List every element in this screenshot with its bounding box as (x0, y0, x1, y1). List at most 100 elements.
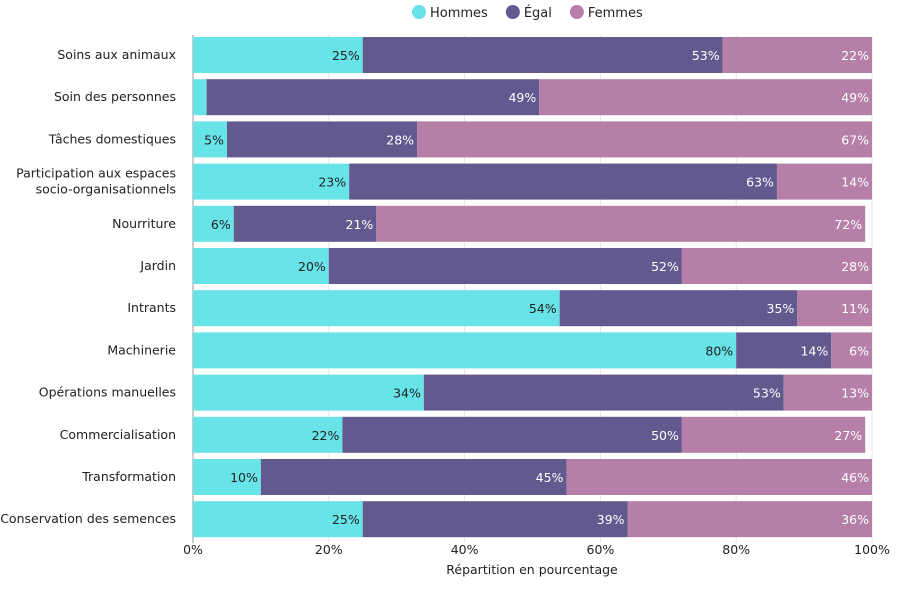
x-tick-label: 60% (587, 542, 615, 557)
bar-segment-égal (559, 290, 798, 327)
data-label: 72% (834, 217, 862, 232)
category-label: Soin des personnes (54, 89, 176, 104)
legend-entry: Égal (524, 5, 552, 21)
bar-segment-hommes (193, 501, 363, 538)
data-label: 39% (597, 512, 625, 527)
data-label: 27% (834, 428, 862, 443)
bar-segment-hommes (193, 37, 363, 73)
category-label: Participation aux espaces socio-organisat… (16, 166, 176, 197)
bars: 25% 53% 22% 49% 49% 5% 28% 67% 23% 63% 14% 6% 21% 72%… (193, 37, 872, 538)
data-label: 14% (841, 175, 869, 190)
bar-segment-hommes (193, 374, 424, 411)
bar-segment-hommes (193, 248, 329, 284)
data-label: 54% (529, 301, 557, 316)
category-label: Soins aux animaux (57, 47, 176, 62)
bar-segment-femmes (722, 37, 872, 73)
bar-segment-femmes (797, 290, 872, 327)
x-tick-label: 40% (451, 542, 479, 557)
bar-segment-hommes (193, 205, 234, 242)
bar-segment-femmes (376, 205, 866, 242)
data-label: 53% (753, 386, 781, 401)
legend: Hommes Égal Femmes (412, 5, 643, 21)
data-label: 5% (204, 132, 224, 147)
data-label: 25% (332, 48, 360, 63)
data-label: 49% (841, 90, 869, 105)
bar-segment-égal (226, 121, 418, 158)
bar-segment-hommes (193, 79, 207, 116)
bar-segment-femmes (566, 459, 872, 495)
category-label: Opérations manuelles (39, 385, 176, 400)
category-labels: Soins aux animaux Soin des personnes Tâche… (0, 47, 176, 526)
bar-segment-femmes (539, 79, 872, 116)
bar-segment-égal (349, 163, 777, 200)
data-label: 23% (318, 175, 346, 190)
data-label: 21% (346, 217, 374, 232)
legend-swatch (569, 5, 584, 19)
data-label: 36% (841, 512, 869, 527)
bar-segment-hommes (193, 416, 343, 453)
category-label: Machinerie (107, 342, 176, 357)
bar-segment-femmes (783, 374, 872, 411)
bar-segment-égal (362, 501, 628, 538)
bar-segment-femmes (417, 121, 872, 158)
data-label: 35% (767, 301, 795, 316)
legend-swatch (412, 5, 426, 19)
bar-segment-hommes (193, 459, 261, 495)
bar-segment-hommes (193, 163, 350, 200)
data-label: 45% (536, 470, 564, 485)
x-tick-label: 100% (854, 542, 890, 557)
data-label: 80% (705, 343, 733, 358)
x-tick-label: 20% (315, 542, 343, 557)
bar-segment-égal (342, 416, 682, 453)
legend-entry: Femmes (588, 6, 643, 21)
bar-segment-égal (260, 459, 567, 495)
data-label: 28% (386, 132, 414, 147)
data-label: 50% (651, 428, 679, 443)
x-axis-ticks: 0% 20% 40% 60% 80% 100% (183, 542, 890, 557)
data-label: 52% (651, 259, 679, 274)
category-label: Commercialisation (60, 427, 176, 442)
data-label: 67% (841, 132, 869, 147)
legend-entry: Hommes (430, 6, 488, 21)
x-tick-label: 80% (722, 542, 750, 557)
bar-segment-femmes (681, 416, 866, 453)
bar-segment-femmes (776, 163, 872, 200)
category-label: Jardin (139, 258, 176, 273)
data-label: 34% (393, 386, 421, 401)
category-label: Nourriture (112, 216, 176, 231)
category-label: Transformation (81, 469, 176, 484)
data-label: 63% (746, 175, 774, 190)
data-label: 10% (230, 470, 258, 485)
data-label: 6% (211, 217, 231, 232)
bar-segment-femmes (627, 501, 872, 538)
bar-segment-hommes (193, 332, 737, 369)
data-label: 25% (332, 512, 360, 527)
data-label: 6% (849, 343, 869, 358)
bar-segment-égal (233, 205, 377, 242)
category-label: Tâches domestiques (48, 131, 176, 146)
bar-segment-hommes (193, 290, 560, 327)
data-label: 28% (841, 259, 869, 274)
bar-segment-égal (206, 79, 540, 116)
data-label: 11% (841, 301, 869, 316)
bar-segment-femmes (681, 248, 872, 284)
category-label: Intrants (127, 300, 176, 315)
data-label: 22% (841, 48, 869, 63)
legend-swatch (505, 5, 520, 19)
bar-segment-égal (328, 248, 682, 284)
data-label: 49% (508, 90, 536, 105)
x-tick-label: 0% (183, 542, 203, 557)
bar-segment-égal (736, 332, 832, 369)
data-label: 14% (800, 343, 828, 358)
bar-segment-égal (362, 37, 723, 73)
data-label: 20% (298, 259, 326, 274)
data-label: 22% (312, 428, 340, 443)
data-label: 53% (692, 48, 720, 63)
bar-segment-égal (423, 374, 784, 411)
gridlines (192, 35, 873, 544)
category-label: Conservation des semences (0, 511, 176, 526)
bar-segment-hommes (193, 121, 227, 158)
data-label: 46% (841, 470, 869, 485)
data-label: 13% (841, 386, 869, 401)
x-axis-label: Répartition en pourcentage (446, 562, 618, 577)
